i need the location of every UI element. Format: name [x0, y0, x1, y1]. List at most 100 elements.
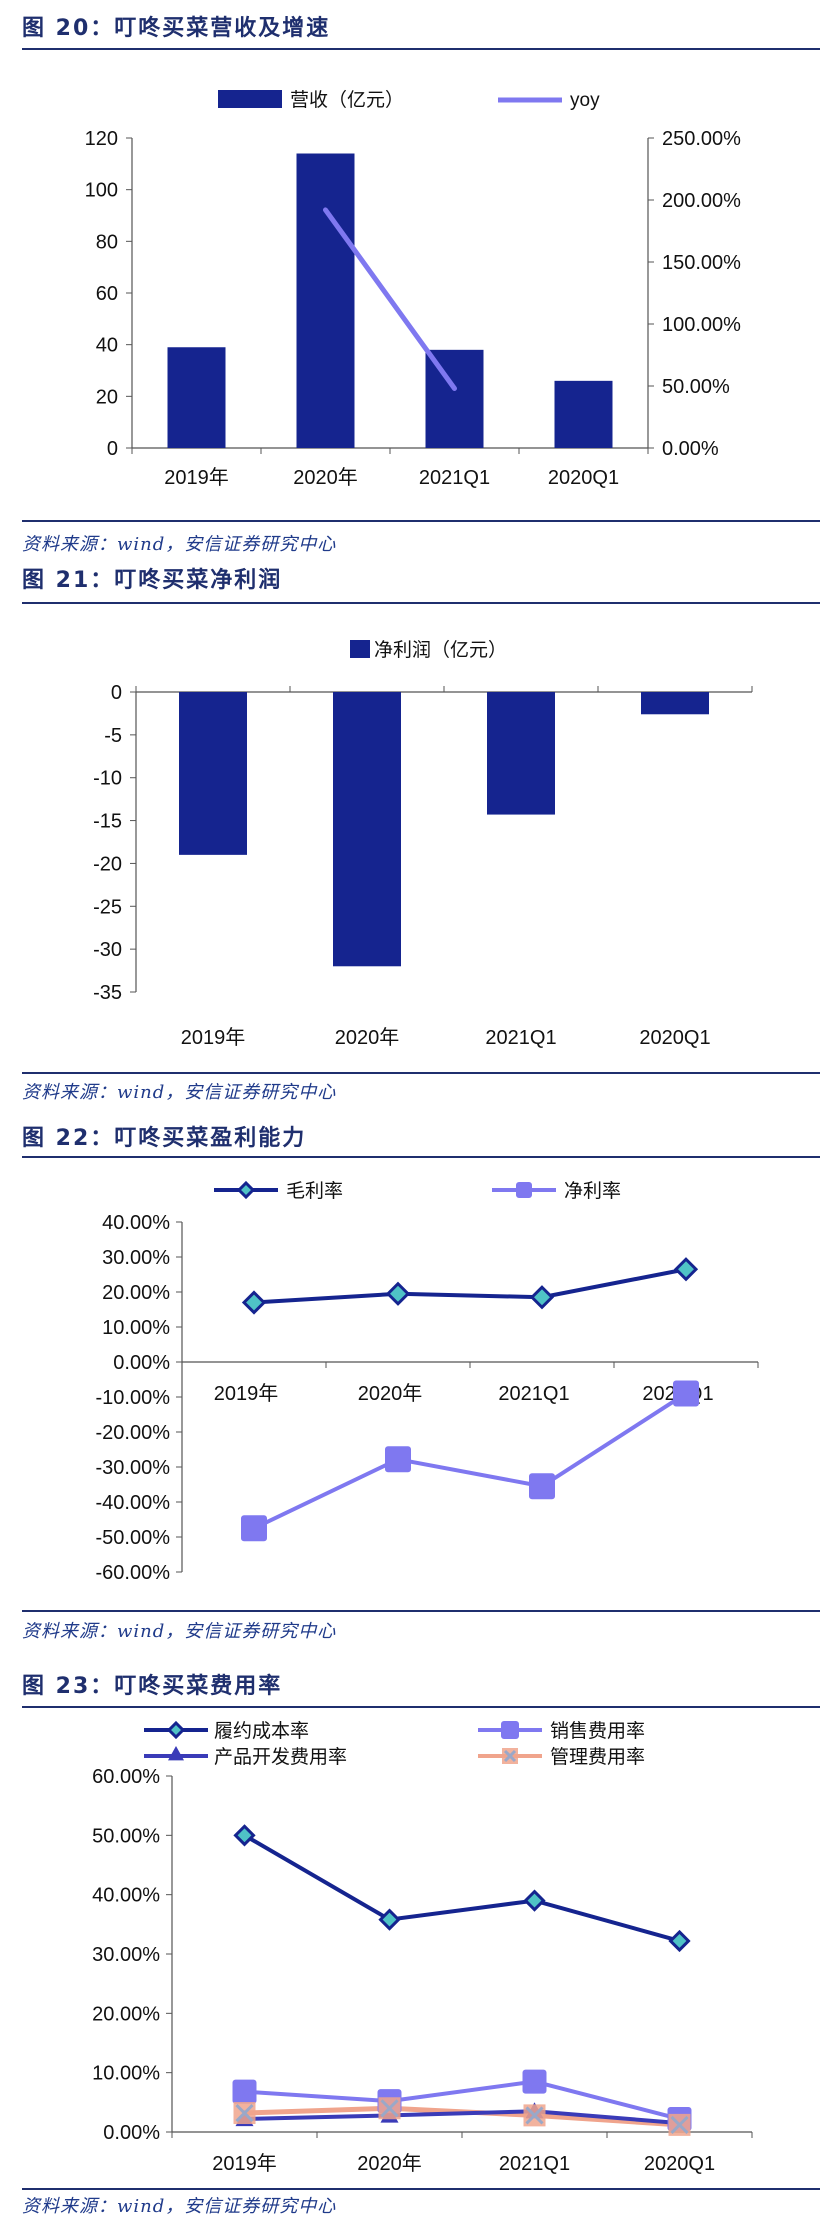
y-tick-label: 10.00% [92, 2063, 160, 2085]
fulfilment-ratio-point [668, 1929, 691, 1953]
revenue-bar [554, 380, 613, 448]
x-tick-label: 2019年 [164, 466, 229, 489]
x-tick-label: 2021Q1 [419, 467, 490, 489]
right-tick-label: 200.00% [662, 190, 741, 212]
x-tick-label: 2020年 [358, 1382, 423, 1405]
rnd-ratio-line [244, 2109, 680, 2126]
figure-23-source: 资料来源：wind，安信证券研究中心 [22, 2196, 337, 2217]
legend-net-label: 净利率 [564, 1180, 621, 1202]
left-tick-label: 20 [96, 386, 118, 408]
y-tick-label: -30.00% [96, 1457, 171, 1479]
revenue-bar [296, 153, 355, 448]
y-tick-label: -10.00% [96, 1387, 171, 1409]
net-margin-point [529, 1473, 555, 1500]
y-tick-label: -35 [93, 982, 122, 1004]
admin-ratio-point-cross [525, 2106, 544, 2125]
figure-20-title: 图 20：叮咚买菜营收及增速 [22, 10, 330, 42]
y-tick-label: -50.00% [96, 1527, 171, 1549]
x-tick-label: 2021Q1 [498, 1383, 569, 1405]
net-profit-bar [641, 692, 709, 715]
left-tick-label: 100 [85, 180, 118, 202]
x-tick-label: 2019年 [181, 1026, 246, 1049]
yoy-line [323, 207, 457, 391]
legend-sales-marker [501, 1721, 519, 1739]
figure-22-title: 图 22：叮咚买菜盈利能力 [22, 1120, 306, 1152]
y-tick-label: -40.00% [96, 1492, 171, 1514]
left-tick-label: 60 [96, 283, 118, 305]
y-tick-label: -20.00% [96, 1422, 171, 1444]
right-tick-label: 100.00% [662, 314, 741, 336]
x-tick-label: 2020Q1 [644, 2153, 715, 2175]
gross-margin-point [241, 1290, 267, 1315]
y-tick-label: 60.00% [92, 1766, 160, 1788]
figure-22-rule [22, 1156, 820, 1158]
admin-ratio-point-cross [380, 2099, 399, 2118]
left-tick-label: 40 [96, 335, 118, 357]
figure-21-bottom-rule [22, 1072, 820, 1074]
legend-bar-swatch [218, 90, 282, 108]
revenue-bar [167, 347, 226, 448]
legend-gross-label: 毛利率 [286, 1180, 343, 1202]
right-tick-label: 250.00% [662, 128, 741, 150]
legend-net-marker [516, 1182, 532, 1198]
figure-21-label: 图 21： [22, 568, 115, 593]
left-tick-label: 0 [107, 438, 118, 460]
figure-22-bottom-rule [22, 1610, 820, 1612]
legend-swatch [350, 640, 370, 658]
y-tick-label: 0.00% [113, 1352, 170, 1374]
net-profit-bar [487, 692, 555, 815]
y-tick-label: -20 [93, 853, 122, 875]
gross-margin-point [385, 1281, 411, 1306]
y-tick-label: -30 [93, 939, 122, 961]
legend-line-label: yoy [570, 90, 600, 111]
right-tick-label: 0.00% [662, 438, 719, 460]
figure-20-name: 叮咚买菜营收及增速 [114, 16, 331, 41]
x-tick-label: 2021Q1 [499, 2153, 570, 2175]
right-tick-label: 50.00% [662, 376, 730, 398]
gross-margin-point [673, 1257, 699, 1282]
gross-margin-point [529, 1285, 555, 1310]
figure-21-rule [22, 602, 820, 604]
net-profit-bar [179, 692, 247, 855]
y-tick-label: -15 [93, 811, 122, 833]
admin-ratio-point-cross [670, 2115, 689, 2134]
legend-fulfil-marker [166, 1720, 186, 1740]
figure-20-bottom-rule [22, 520, 820, 522]
left-tick-label: 80 [96, 231, 118, 253]
figure-23-label: 图 23： [22, 1674, 115, 1699]
figure-23-title: 图 23：叮咚买菜费用率 [22, 1668, 282, 1700]
y-tick-label: -10 [93, 768, 122, 790]
y-tick-label: 50.00% [92, 1825, 160, 1847]
figure-23-bottom-rule [22, 2188, 820, 2190]
profitability-chart: 毛利率 净利率 40.00% 30.00% 20.00% 10.00% 0.00% -10.0… [96, 1180, 759, 1584]
figure-22-source: 资料来源：wind，安信证券研究中心 [22, 1621, 337, 1642]
net-margin-line [253, 1391, 688, 1531]
revenue-chart: 营收（亿元） yoy 0 20 40 60 80 100 120 0.00% 50.00% 100.0… [85, 89, 742, 489]
net-profit-chart: 净利润（亿元） 0 -5 -10 -15 -20 -25 -30 -35 2019年 2020年 20… [93, 639, 753, 1049]
net-margin-point [385, 1446, 411, 1473]
x-tick-label: 2020Q1 [639, 1027, 710, 1049]
sales-ratio-point [522, 2069, 547, 2094]
y-tick-label: -25 [93, 896, 122, 918]
legend-rnd-label: 产品开发费用率 [214, 1746, 347, 1768]
figure-22-name: 叮咚买菜盈利能力 [114, 1126, 307, 1151]
x-tick-label: 2021Q1 [485, 1027, 556, 1049]
x-tick-label: 2020年 [293, 466, 358, 489]
y-tick-label: 0.00% [103, 2122, 160, 2144]
figure-22-label: 图 22： [22, 1126, 115, 1151]
legend-admin-marker-cross [503, 1749, 517, 1763]
y-tick-label: 0 [111, 682, 122, 704]
y-tick-label: -5 [104, 725, 122, 747]
legend-bar-label: 营收（亿元） [290, 89, 404, 111]
admin-ratio-point-cross [235, 2103, 254, 2123]
x-tick-label: 2020Q1 [548, 467, 619, 489]
legend-admin-label: 管理费用率 [550, 1746, 645, 1768]
y-tick-label: 20.00% [92, 2003, 160, 2025]
revenue-bar [425, 349, 484, 448]
y-tick-label: 40.00% [92, 1885, 160, 1907]
sales-ratio-line [244, 2079, 680, 2121]
figure-20-label: 图 20： [22, 16, 115, 41]
gross-margin-line [253, 1267, 687, 1305]
legend-sales-label: 销售费用率 [550, 1720, 645, 1742]
